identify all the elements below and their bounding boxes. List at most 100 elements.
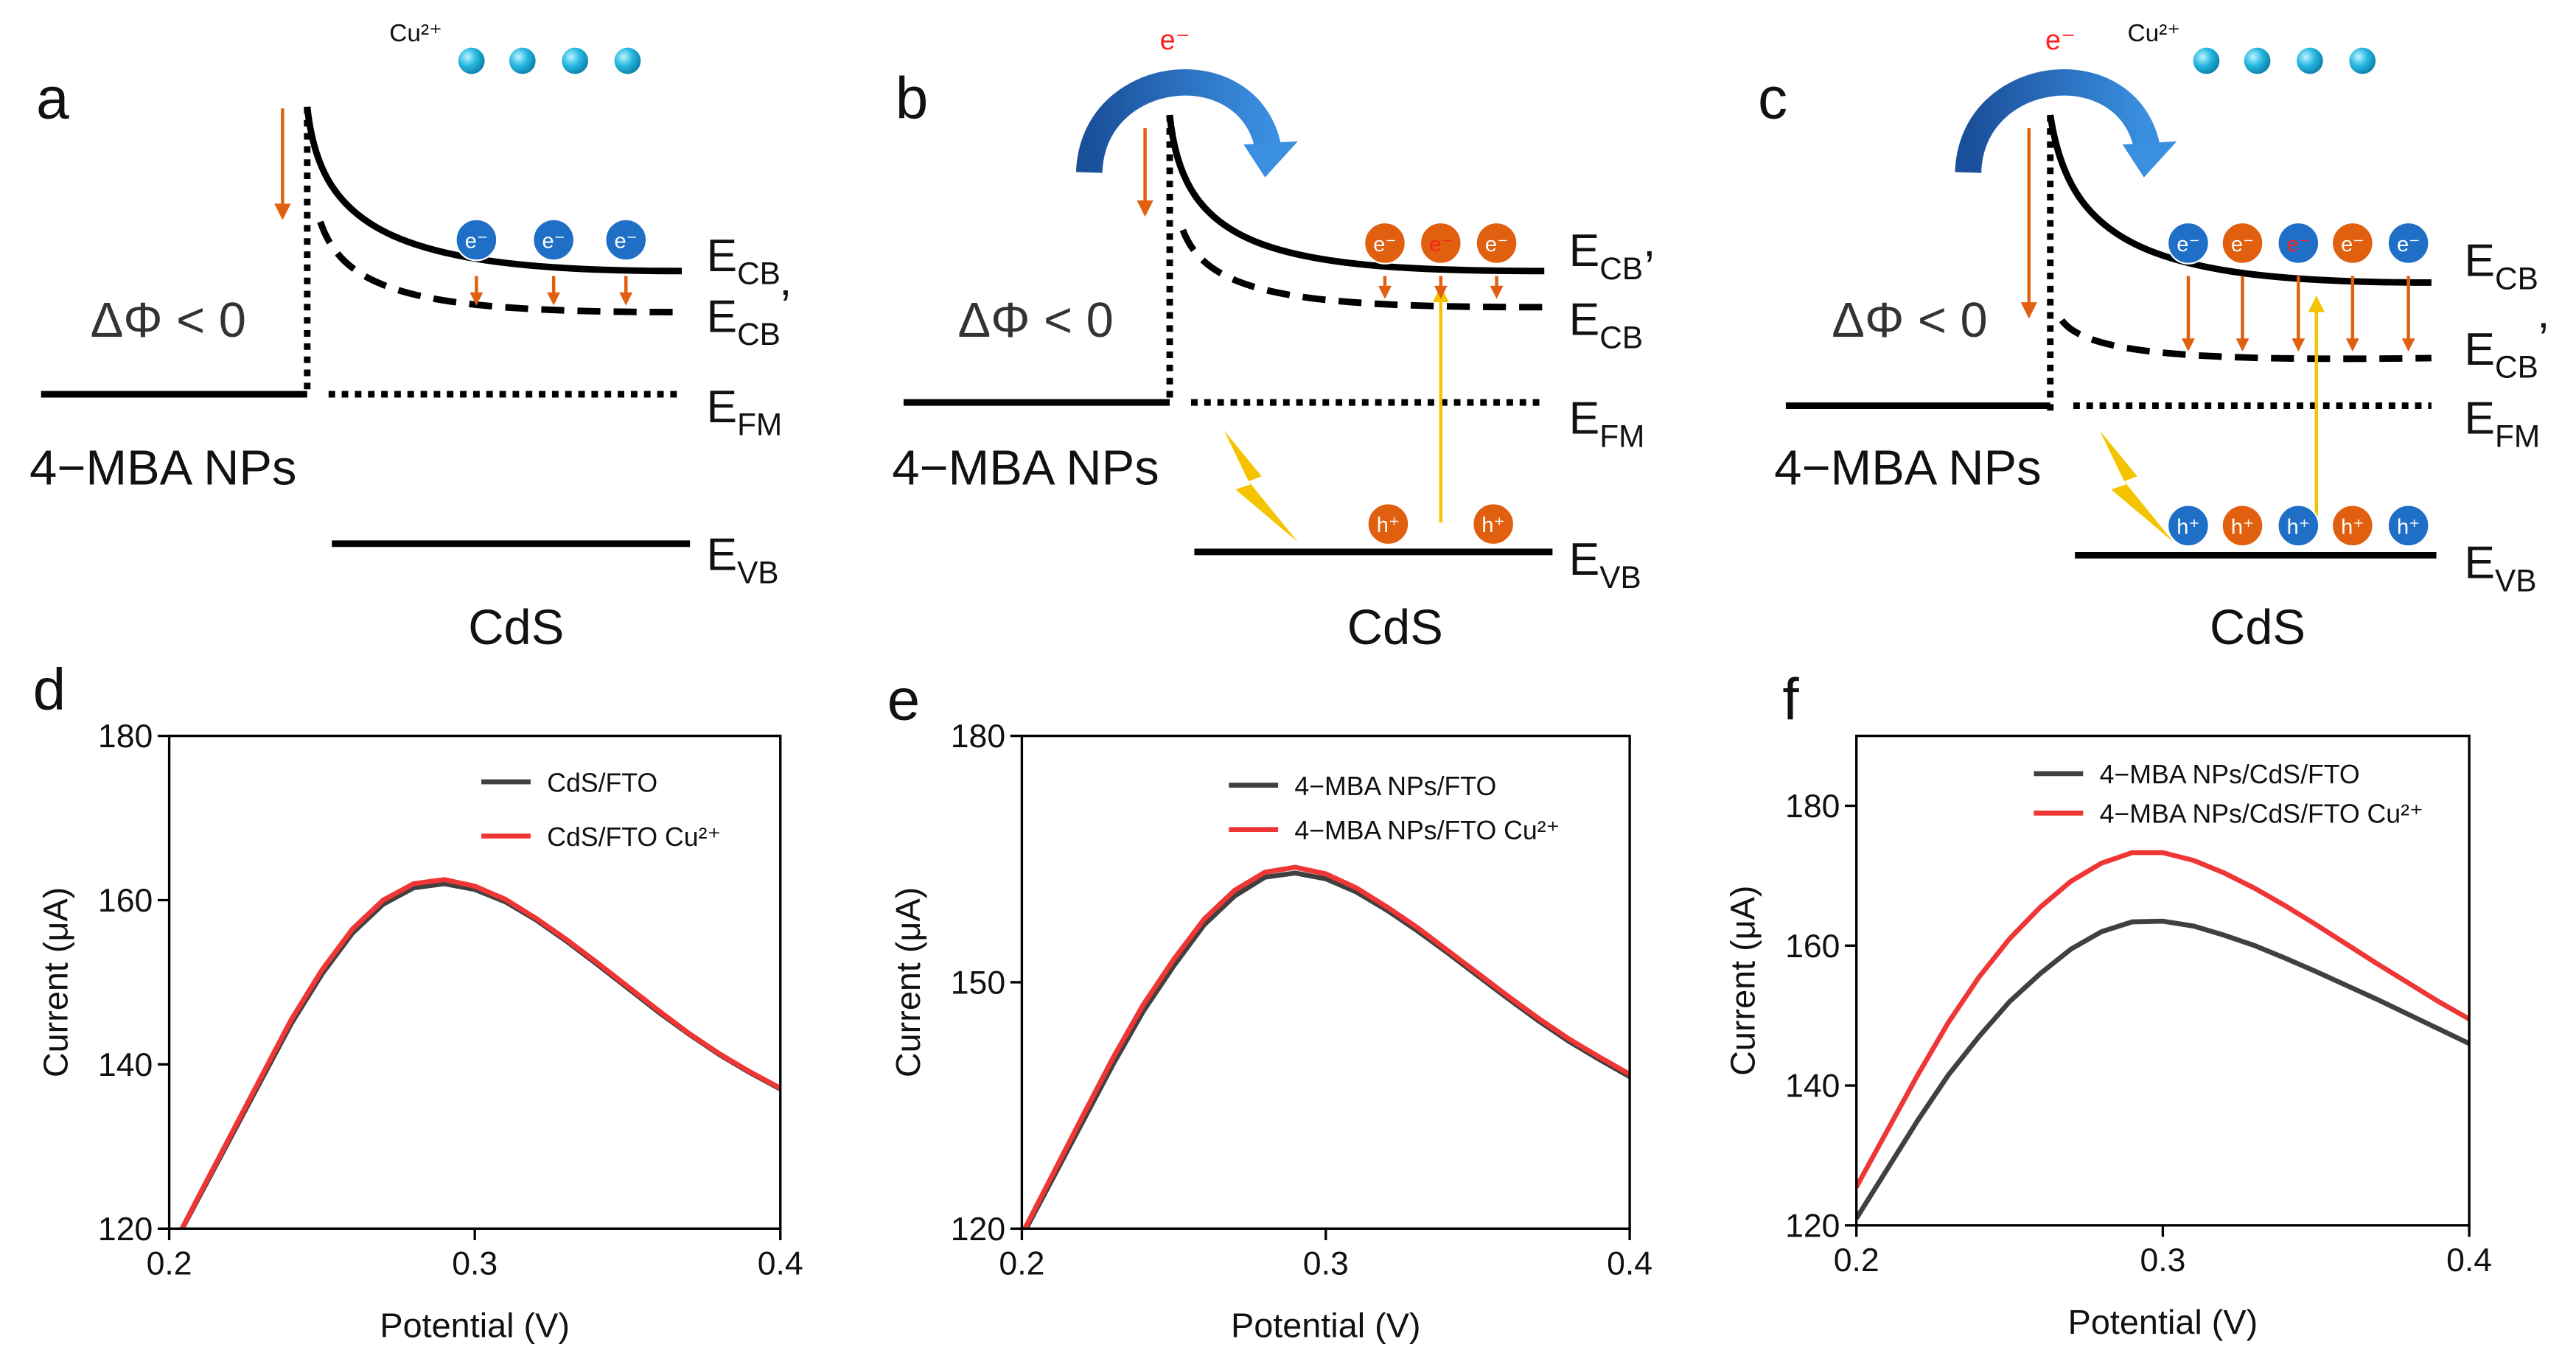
legend-label: CdS/FTO xyxy=(547,768,657,797)
level-subscript: VB xyxy=(2495,563,2537,598)
electron-label: e⁻ xyxy=(1373,233,1396,256)
hole-label: h⁺ xyxy=(2397,515,2420,539)
legend-label: 4−MBA NPs/CdS/FTO xyxy=(2100,760,2360,789)
copper-ions xyxy=(458,47,2376,74)
y-tick-label: 140 xyxy=(1785,1069,1840,1105)
series-line xyxy=(179,881,781,1229)
electron-label: e⁻ xyxy=(2287,233,2310,256)
panel-label: a xyxy=(36,66,69,132)
level-subscript: CB xyxy=(737,256,781,291)
material-label: CdS xyxy=(1347,600,1443,655)
electron-label: e⁻ xyxy=(542,230,565,253)
transition-arrowhead xyxy=(2235,338,2249,352)
energy-level-label: EVB xyxy=(2464,538,2536,598)
hole xyxy=(2331,504,2374,548)
x-axis-label: Potential (V) xyxy=(380,1306,570,1344)
x-axis-label: Potential (V) xyxy=(2068,1303,2258,1341)
level-subscript: VB xyxy=(737,555,778,590)
electron-label: e⁻ xyxy=(2341,233,2364,256)
transition-arrowhead xyxy=(619,292,633,306)
legend-label: 4−MBA NPs/CdS/FTO Cu²⁺ xyxy=(2100,800,2423,829)
hole xyxy=(2166,504,2210,548)
energy-level-label: EFM xyxy=(2464,393,2540,453)
hole xyxy=(2387,504,2430,548)
y-tick-label: 180 xyxy=(951,718,1005,755)
level-subscript: FM xyxy=(737,408,782,442)
level-symbol: E xyxy=(2464,538,2495,589)
level-subscript: CB xyxy=(1599,321,1643,355)
plot-frame xyxy=(167,734,782,1230)
y-tick-label: 120 xyxy=(951,1211,1005,1248)
electron xyxy=(1475,221,1518,265)
level-symbol: E xyxy=(1569,225,1600,276)
electron xyxy=(2166,221,2210,265)
energy-level-label: EFM xyxy=(1569,393,1645,453)
work-function-label: ΔΦ < 0 xyxy=(957,293,1113,348)
level-symbol: E xyxy=(1569,295,1600,346)
x-tick-label: 0.2 xyxy=(147,1246,192,1282)
transition-arrowhead xyxy=(1434,285,1448,299)
transition-arrowhead xyxy=(2182,338,2195,352)
x-tick-label: 0.3 xyxy=(1303,1246,1349,1282)
level-subscript: CB xyxy=(2495,261,2538,295)
hole-label: h⁺ xyxy=(1481,514,1504,537)
transition-arrowhead xyxy=(2345,338,2359,352)
hole xyxy=(2277,504,2320,548)
level-symbol: E xyxy=(2464,324,2495,375)
electron-label: e⁻ xyxy=(2177,233,2199,256)
level-subscript: VB xyxy=(1599,560,1641,595)
level-symbol: E xyxy=(706,529,737,580)
hole xyxy=(1366,503,1410,546)
level-suffix: ’ xyxy=(781,281,791,332)
electron xyxy=(2387,221,2430,265)
electron-label: e⁻ xyxy=(615,230,638,253)
level-subscript: CB xyxy=(737,317,781,352)
legend-label: CdS/FTO Cu²⁺ xyxy=(547,822,721,852)
x-tick-label: 0.2 xyxy=(1834,1242,1879,1279)
energy-level-label: ECB xyxy=(706,231,780,291)
material-label: CdS xyxy=(468,600,564,655)
electron xyxy=(532,218,576,262)
panel-label: c xyxy=(1758,66,1787,132)
series-line xyxy=(1022,864,1630,1229)
ion-label: Cu²⁺ xyxy=(2127,20,2180,47)
electron-label: e⁻ xyxy=(2231,233,2254,256)
hole xyxy=(1472,503,1515,546)
electron xyxy=(2221,221,2264,265)
hole-label: h⁺ xyxy=(2341,515,2364,539)
electron xyxy=(1364,221,1406,265)
energy-level-label: EFM xyxy=(706,382,782,442)
electron-label: e⁻ xyxy=(1429,233,1452,256)
transition-arrowhead xyxy=(2291,338,2306,352)
energy-level-label: ECB xyxy=(2464,236,2538,296)
level-suffix: ’ xyxy=(2538,314,2549,365)
hole-label: h⁺ xyxy=(2231,515,2254,539)
x-tick-label: 0.4 xyxy=(758,1246,803,1282)
material-label: 4−MBA NPs xyxy=(1774,441,2041,496)
series-line xyxy=(1856,850,2470,1189)
level-suffix: , xyxy=(1643,216,1655,267)
transition-arrowhead xyxy=(2401,338,2415,352)
material-label: CdS xyxy=(2210,600,2306,655)
y-tick-label: 120 xyxy=(98,1211,153,1248)
transfer-label: e⁻ xyxy=(1160,25,1190,56)
ion-label: Cu²⁺ xyxy=(389,20,442,47)
panel-label: b xyxy=(896,66,929,132)
y-tick-label: 180 xyxy=(98,718,153,755)
electron xyxy=(604,218,648,262)
y-tick-label: 140 xyxy=(98,1047,153,1083)
x-tick-label: 0.2 xyxy=(999,1246,1044,1282)
hole-label: h⁺ xyxy=(2177,515,2199,539)
legend-label: 4−MBA NPs/FTO xyxy=(1294,772,1496,801)
y-tick-label: 120 xyxy=(1785,1208,1840,1244)
level-symbol: E xyxy=(1569,393,1600,444)
x-tick-label: 0.3 xyxy=(452,1246,498,1282)
electron xyxy=(2331,221,2374,265)
level-subscript: FM xyxy=(2495,419,2540,453)
work-function-label: ΔΦ < 0 xyxy=(1832,293,1987,348)
level-symbol: E xyxy=(706,231,737,281)
plot-frame xyxy=(1855,734,2471,1227)
diagram-shapes xyxy=(41,69,2437,559)
electron-label: e⁻ xyxy=(465,230,488,253)
